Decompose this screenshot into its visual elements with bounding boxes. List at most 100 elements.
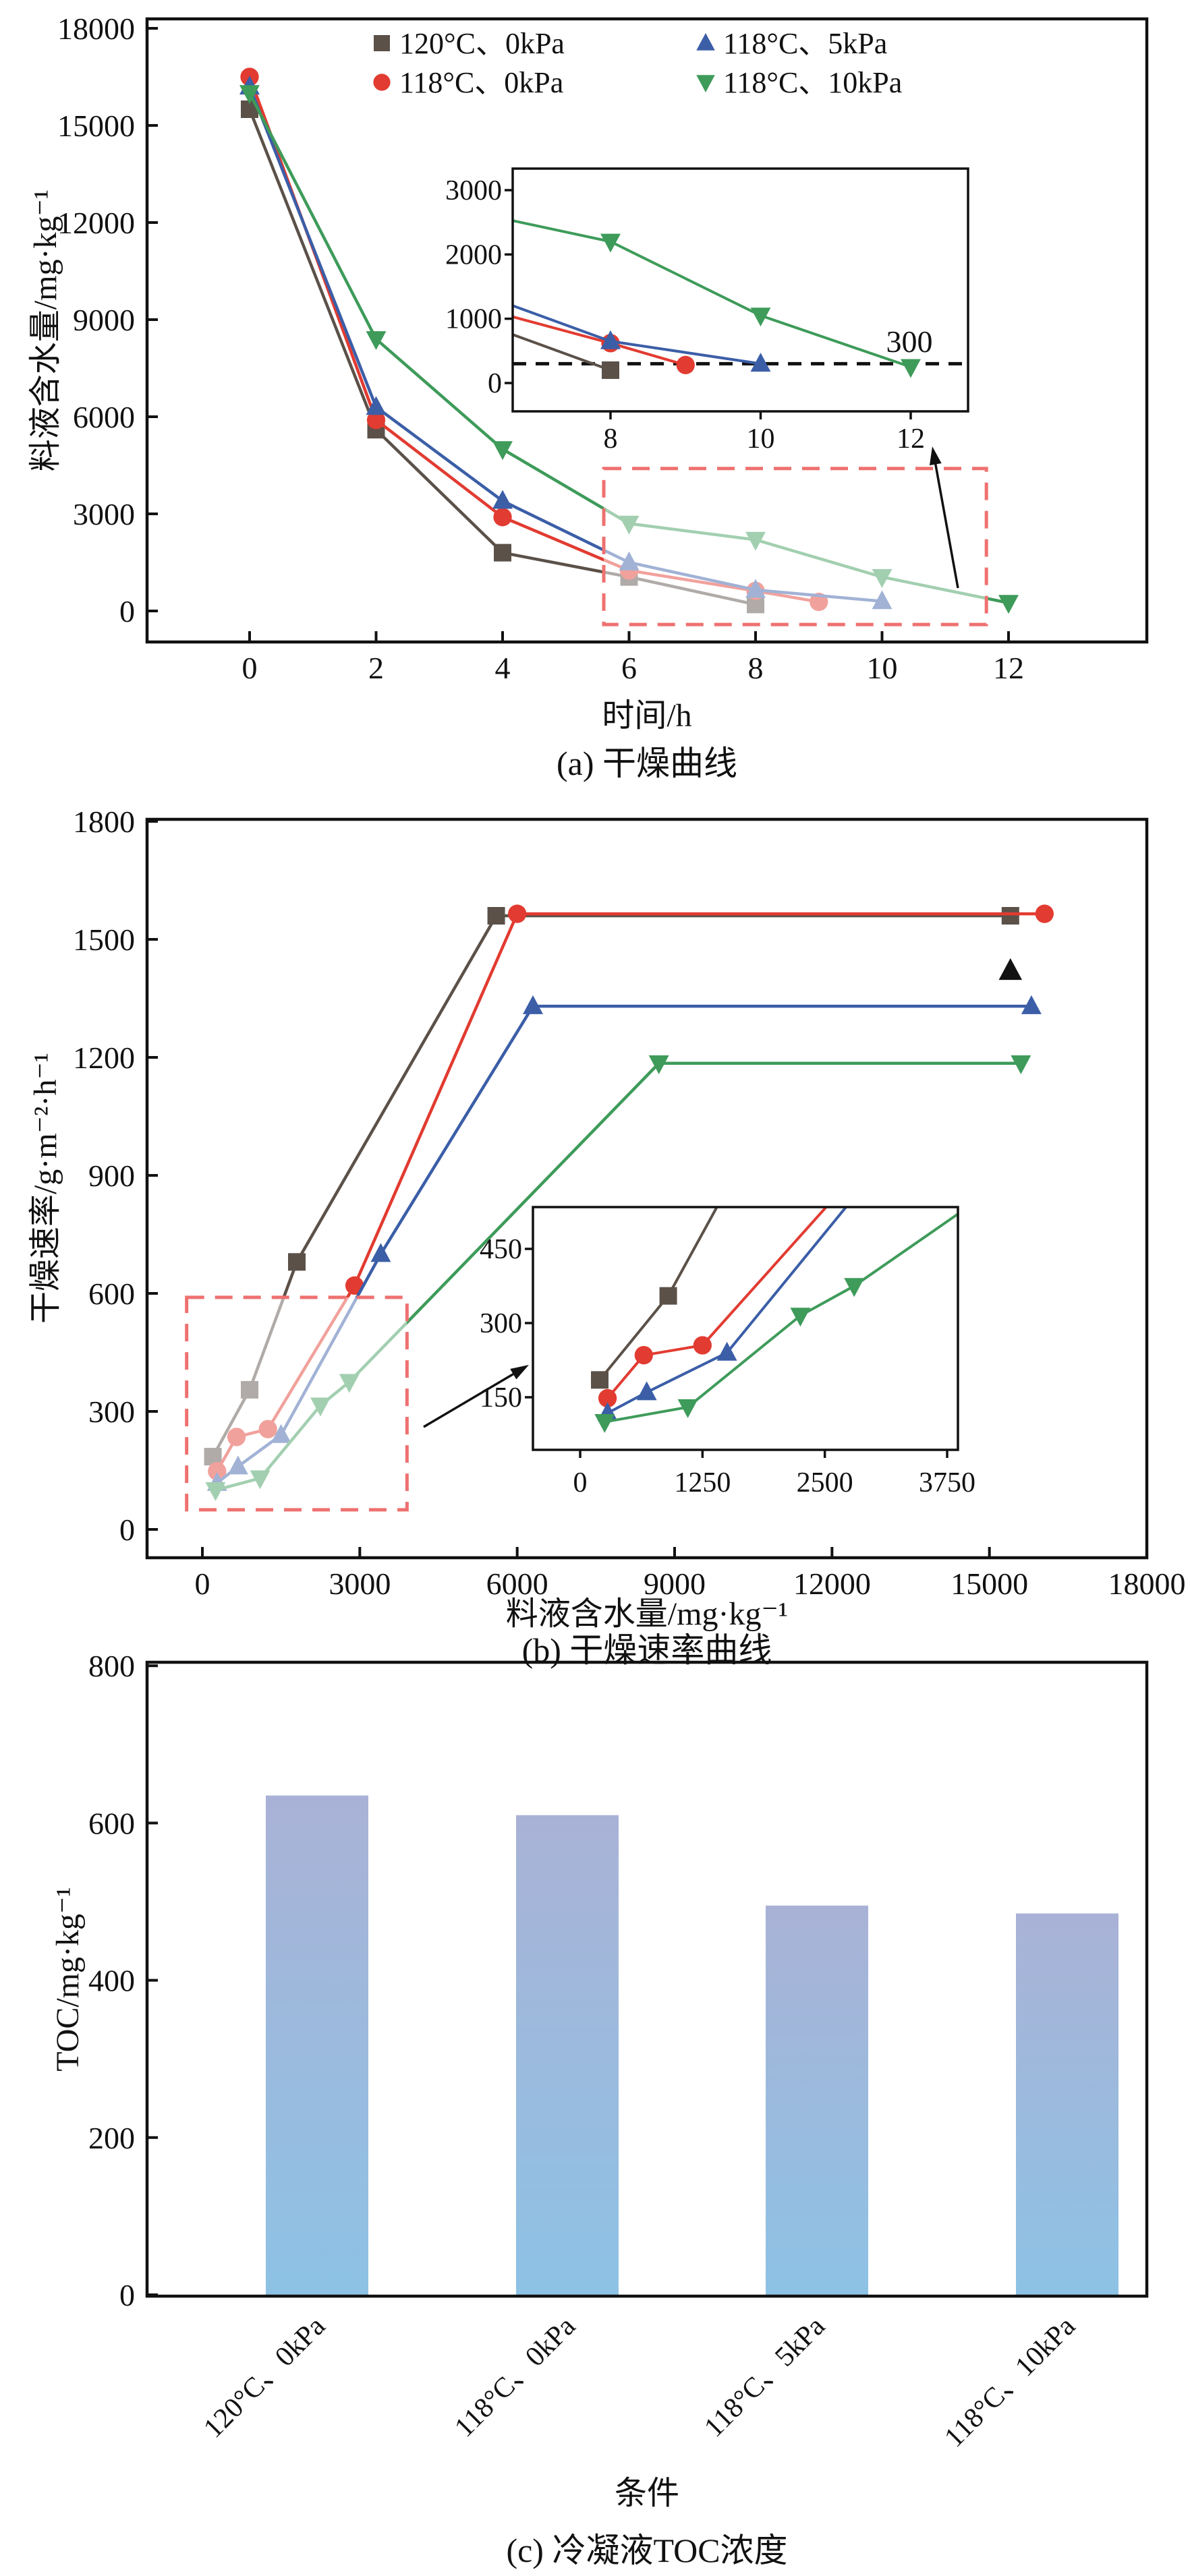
data-point (790, 1308, 811, 1327)
y-tick-label: 0 (119, 1513, 135, 1547)
x-tick-label: 2 (368, 651, 384, 685)
category-label: 118°C、10kPa (938, 2310, 1081, 2453)
legend-label: 118°C、0kPa (399, 66, 563, 99)
inset-series-1 (591, 1207, 718, 1389)
axis-ticks: 0 3000 6000 9000 12000 15000 18000030060090012… (73, 804, 1186, 1601)
data-point (591, 1371, 609, 1389)
data-point (998, 595, 1019, 614)
y-tick-label: 400 (88, 1964, 135, 1998)
highlight-box (602, 467, 988, 626)
data-point (366, 331, 387, 351)
inset-bg (513, 169, 968, 411)
y-tick-label: 18000 (57, 11, 135, 46)
axis-ticks: 0 200 400 600 800 (88, 1649, 158, 2312)
x-tick-label: 0 (195, 1567, 210, 1601)
x-tick-label: 4 (495, 651, 511, 685)
bar (1016, 1913, 1118, 2296)
data-point (600, 233, 621, 253)
data-point (634, 1346, 653, 1365)
y-tick-label: 600 (88, 1277, 135, 1311)
y-tick-label: 900 (88, 1159, 135, 1193)
chart-b-y-axis-label: 干燥速率/g·m⁻²·h⁻¹ (28, 1052, 63, 1324)
data-point (602, 361, 619, 379)
data-point (523, 995, 543, 1014)
inset-series-4 (594, 1212, 958, 1433)
bar (766, 1905, 868, 2296)
y-tick-label: 3000 (73, 497, 135, 531)
data-point (716, 1341, 737, 1361)
data-point (492, 490, 513, 509)
y-tick-label: 600 (88, 1806, 135, 1840)
legend-label: 118°C、5kPa (723, 27, 887, 60)
data-point (600, 330, 621, 349)
legend: 120°C、0kPa 118°C、0kPa 118°C、5kPa 118°C、10kP… (373, 27, 902, 99)
zoom-arrow-head (510, 1365, 529, 1380)
y-tick-label: 800 (88, 1649, 135, 1683)
x-tick-label: 6000 (486, 1567, 548, 1601)
x-tick-label: 12 (993, 651, 1024, 685)
y-tick-label: 9000 (73, 303, 135, 337)
x-tick-label: 12000 (793, 1567, 871, 1601)
y-tick-label: 3000 (445, 175, 502, 206)
inset-series-layer (513, 219, 921, 379)
inset: 0 1250 2500 3750 150 300 450 (480, 1206, 975, 1498)
legend-marker (373, 74, 391, 91)
data-point (1001, 907, 1019, 925)
chart-b-x-axis-label: 料液含水量/mg·kg⁻¹ (505, 1596, 789, 1632)
data-point (239, 85, 260, 105)
chart-a-x-axis-label: 时间/h (602, 698, 692, 734)
category-label: 118°C、0kPa (449, 2310, 582, 2443)
chart-c: 0 200 400 600 800 120°C、0kPa 118°C、0kPa 118°C、5… (88, 1649, 1149, 2453)
y-tick-label: 300 (480, 1308, 522, 1339)
data-point (493, 508, 512, 527)
inset-frame (532, 1206, 959, 1451)
data-point (750, 308, 771, 327)
series-line (513, 304, 761, 365)
y-tick-label: 6000 (73, 400, 135, 434)
data-point (594, 1413, 615, 1433)
data-point (844, 1278, 865, 1297)
data-point (1021, 995, 1042, 1014)
data-point (677, 1399, 698, 1418)
data-point (492, 441, 513, 461)
series-line (598, 1207, 718, 1381)
y-tick-label: 1500 (73, 923, 135, 957)
legend-marker (374, 35, 390, 51)
chart-a-caption: (a) 干燥曲线 (557, 744, 737, 782)
chart-a-y-axis-label: 料液含水量/mg·kg⁻¹ (28, 189, 63, 472)
data-point (366, 411, 386, 430)
category-label: 118°C、5kPa (698, 2310, 831, 2443)
legend-label: 118°C、10kPa (723, 66, 902, 99)
data-point (366, 396, 387, 415)
data-point (508, 904, 527, 923)
data-point (693, 1336, 712, 1355)
x-tick-label: 2500 (797, 1467, 853, 1498)
inset-series-3 (513, 304, 771, 372)
x-tick-label: 12 (897, 423, 925, 455)
fade-overlay (604, 468, 987, 625)
y-tick-label: 200 (88, 2121, 135, 2155)
chart-c-y-axis-label: TOC/mg·kg⁻¹ (50, 1887, 86, 2072)
data-point (288, 1253, 306, 1271)
plot-frame (145, 17, 1149, 644)
y-tick-label: 15000 (57, 109, 135, 143)
zoom-arrow-head (929, 446, 942, 466)
data-point (1035, 904, 1054, 923)
y-tick-label: 150 (480, 1382, 522, 1413)
x-tick-label: 1250 (674, 1467, 731, 1498)
inset-frame (511, 167, 969, 413)
data-point (487, 907, 505, 925)
bar (516, 1815, 619, 2296)
bar (266, 1795, 368, 2296)
data-point (345, 1276, 364, 1295)
y-tick-label: 2000 (445, 239, 502, 270)
category-label: 120°C、0kPa (198, 2310, 331, 2444)
x-tick-label: 8 (604, 423, 618, 455)
y-tick-label: 0 (119, 2278, 135, 2312)
y-tick-label: 1800 (73, 804, 135, 839)
reference-line-label: 300 (886, 324, 933, 359)
data-point (370, 1243, 391, 1262)
inset-series-1 (513, 332, 619, 379)
